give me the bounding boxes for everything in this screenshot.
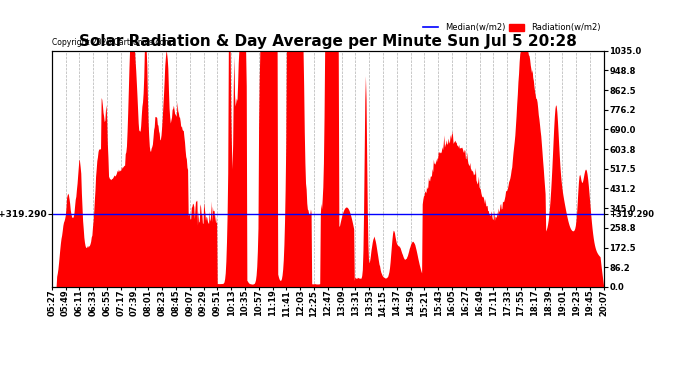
Text: Copyright 2020 Cartronics.com: Copyright 2020 Cartronics.com [52, 38, 171, 46]
Legend: Median(w/m2), Radiation(w/m2): Median(w/m2), Radiation(w/m2) [420, 20, 604, 36]
Title: Solar Radiation & Day Average per Minute Sun Jul 5 20:28: Solar Radiation & Day Average per Minute… [79, 34, 577, 50]
